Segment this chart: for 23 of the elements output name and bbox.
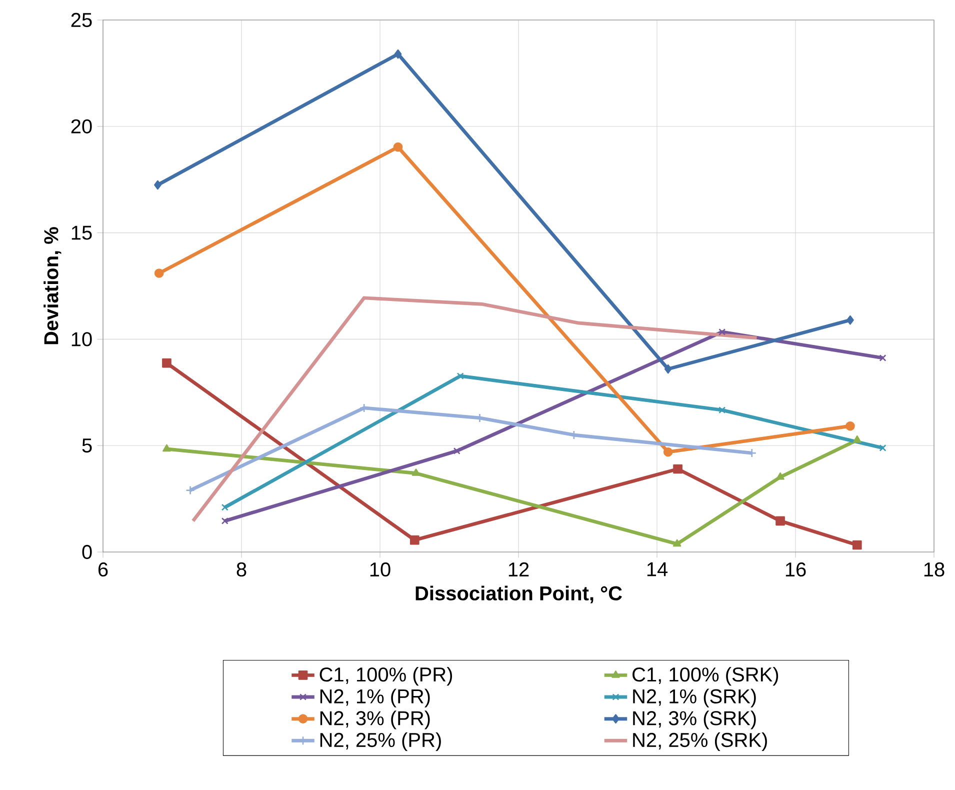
x-tick-label: 8: [236, 562, 246, 577]
x-tick-label: 18: [924, 562, 944, 577]
y-tick-label: 15: [72, 226, 92, 240]
x-tick-label: 10: [370, 562, 390, 577]
x-axis-title: Dissociation Point, °C: [416, 586, 622, 604]
y-tick-label: 20: [71, 119, 92, 134]
y-axis-title: Deviation, %: [44, 227, 62, 344]
y-tick-label: 0: [82, 544, 92, 560]
x-tick-label: 12: [508, 562, 529, 576]
legend-label: N2, 25% (SRK): [633, 732, 767, 752]
legend-label: N2, 3% (SRK): [633, 710, 756, 730]
y-tick-label: 25: [71, 12, 92, 28]
legend-label: N2, 3% (PR): [320, 710, 430, 730]
legend-label: N2, 25% (PR): [320, 732, 441, 752]
y-tick-label: 5: [82, 438, 92, 453]
x-tick-label: 14: [647, 562, 668, 576]
legend-label: N2, 1% (SRK): [633, 688, 756, 708]
legend-label: C1, 100% (SRK): [632, 666, 778, 686]
legend-label: N2, 1% (PR): [320, 688, 430, 708]
x-tick-label: 6: [98, 562, 108, 577]
legend-label: C1, 100% (PR): [320, 666, 452, 686]
y-tick-label: 10: [72, 332, 92, 346]
x-tick-label: 16: [786, 562, 806, 577]
